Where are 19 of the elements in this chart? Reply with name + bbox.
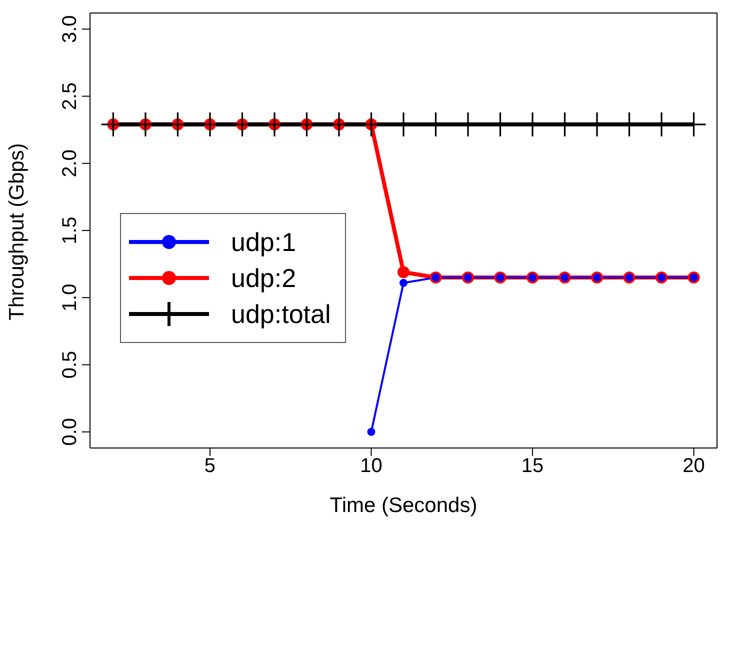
point — [400, 278, 408, 287]
y-axis-title: Throughput (Gbps) — [5, 143, 28, 320]
x-tick-label: 15 — [521, 455, 544, 478]
x-axis-title: Time (Seconds) — [330, 494, 478, 517]
x-tick-label: 20 — [682, 455, 705, 478]
x-tick-label: 10 — [360, 455, 382, 478]
y-tick-label: 2.0 — [59, 149, 81, 178]
y-tick-label: 0.5 — [59, 350, 81, 379]
x-tick-label: 5 — [204, 455, 216, 478]
point — [367, 428, 376, 436]
y-tick-label: 0.0 — [59, 418, 81, 446]
y-tick-label: 3.0 — [59, 15, 81, 44]
y-tick-label: 1.0 — [59, 284, 81, 312]
legend-label: udp:total — [231, 298, 331, 330]
legend-label: udp:2 — [231, 262, 296, 294]
legend-label: udp:1 — [231, 226, 296, 258]
y-tick-label: 2.5 — [59, 82, 81, 110]
point — [398, 266, 410, 278]
y-tick-label: 1.5 — [59, 216, 81, 244]
